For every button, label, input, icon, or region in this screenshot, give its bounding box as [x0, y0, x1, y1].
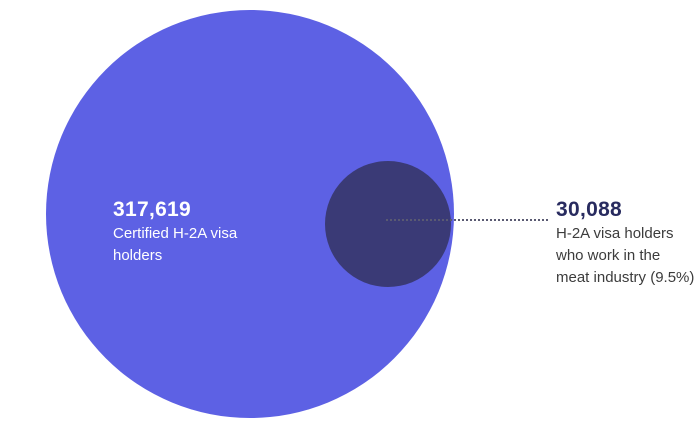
big-circle-label-line: Certified H-2A visa [113, 225, 238, 242]
big-circle-value: 317,619 [113, 198, 192, 221]
small-circle-label-line: who work in the [556, 247, 661, 264]
big-circle-label: 317,619 Certified H-2A visa holders [113, 197, 293, 267]
small-circle-meat-industry-holders [325, 161, 451, 287]
small-circle-value: 30,088 [556, 198, 623, 221]
leader-dotted-line [386, 219, 548, 221]
big-circle-label-line: holders [113, 247, 163, 264]
small-circle-label-line: meat industry (9.5%) [556, 269, 695, 286]
small-circle-label-line: H-2A visa holders [556, 225, 674, 242]
small-circle-label: 30,088 H-2A visa holders who work in the… [556, 197, 700, 289]
